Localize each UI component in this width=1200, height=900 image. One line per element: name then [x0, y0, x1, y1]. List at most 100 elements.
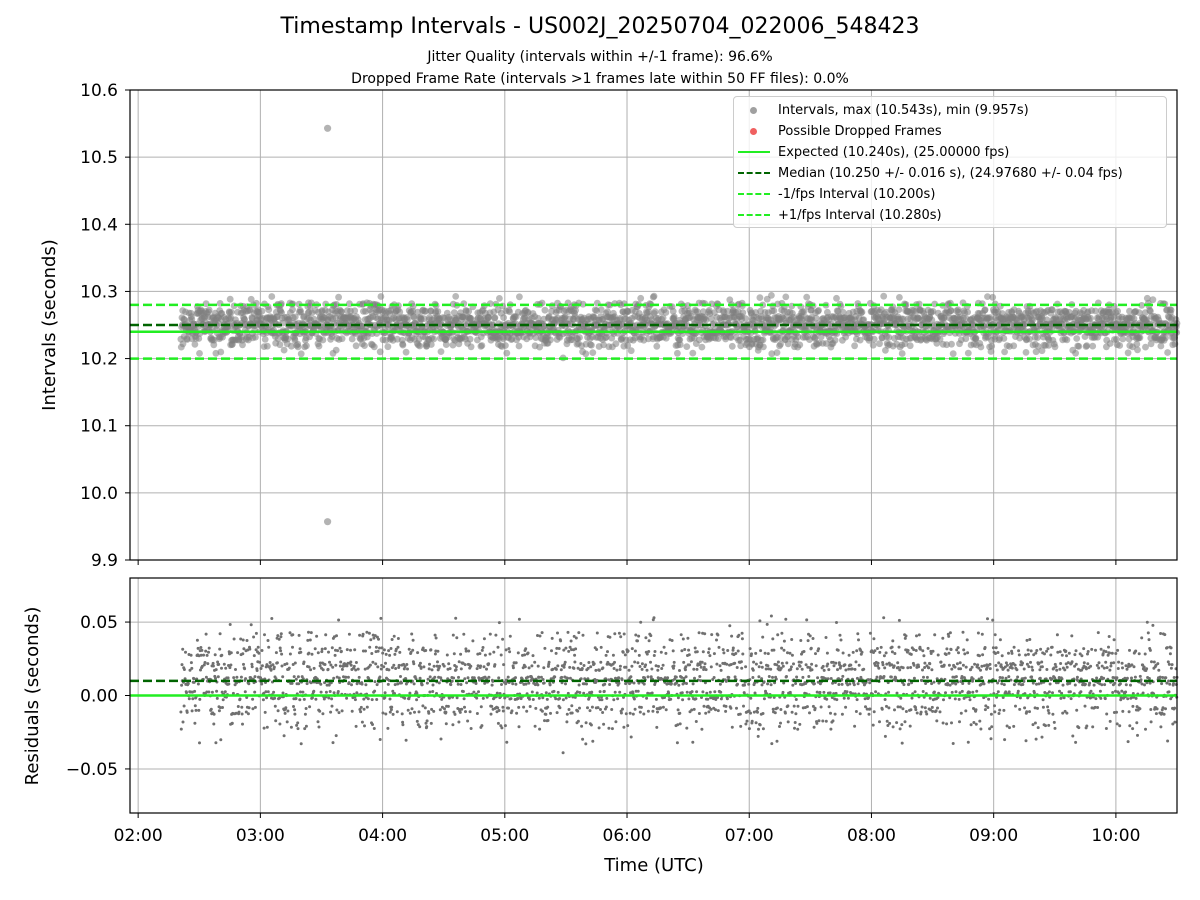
residual-point [835, 621, 838, 624]
residual-point [817, 719, 821, 723]
interval-point [338, 308, 345, 315]
residual-point [576, 719, 580, 723]
residual-point [308, 638, 312, 642]
residual-point [269, 668, 273, 672]
residual-point [556, 631, 559, 635]
residual-point [599, 660, 603, 664]
residual-point [792, 662, 795, 666]
residual-point [909, 666, 913, 669]
residual-point [685, 690, 689, 694]
residual-point [267, 645, 271, 649]
residual-point [479, 705, 483, 709]
residual-point [878, 650, 882, 654]
residual-point [770, 742, 774, 746]
residual-point [762, 680, 766, 684]
residual-point [829, 677, 833, 680]
residual-point [656, 710, 659, 714]
residual-point [540, 709, 544, 713]
residual-point [652, 654, 656, 657]
residual-point [304, 724, 308, 728]
interval-point [589, 349, 597, 356]
residual-point [821, 719, 825, 723]
residual-point [907, 678, 911, 682]
residual-point [360, 682, 364, 686]
residual-point [296, 727, 300, 731]
interval-point [1029, 316, 1036, 324]
residual-point [507, 647, 511, 651]
interval-point [402, 348, 410, 356]
residual-point [199, 646, 203, 649]
interval-point [438, 321, 445, 328]
interval-point [297, 350, 305, 358]
interval-point [202, 300, 210, 308]
residual-point [699, 679, 703, 683]
residual-point [710, 633, 714, 637]
residual-point [833, 712, 837, 716]
residual-point [826, 662, 830, 666]
residual-point [812, 682, 816, 686]
residual-point [614, 720, 618, 724]
residual-point [794, 712, 798, 716]
residual-point [476, 664, 480, 668]
residual-point [321, 668, 325, 672]
residual-point [638, 710, 642, 714]
interval-point [274, 335, 282, 343]
residual-point [309, 668, 313, 672]
residual-point [762, 697, 766, 701]
interval-point [532, 334, 540, 341]
residual-point [522, 705, 526, 709]
residual-point [590, 690, 594, 694]
residual-point [535, 691, 539, 695]
residual-point [694, 697, 698, 701]
residual-point [515, 711, 519, 715]
residual-point [780, 646, 784, 650]
residual-point [649, 634, 653, 638]
residual-point [412, 682, 416, 686]
residual-point [898, 668, 902, 672]
residual-point [719, 668, 723, 672]
residual-point [386, 726, 390, 730]
jitter-quality-subtitle: Jitter Quality (intervals within +/-1 fr… [427, 49, 773, 65]
residual-point [846, 696, 850, 700]
residual-point [615, 668, 619, 672]
residual-point [589, 665, 593, 669]
residual-point [644, 636, 648, 640]
interval-point [442, 341, 450, 348]
residual-point [389, 647, 393, 650]
residual-point [463, 705, 466, 709]
residual-point [429, 721, 433, 725]
interval-point [1034, 334, 1041, 341]
residual-point [244, 710, 248, 714]
interval-point [860, 316, 868, 324]
residual-point [601, 711, 605, 714]
residual-point [459, 683, 463, 686]
residual-point [756, 710, 759, 714]
residual-point [286, 709, 290, 713]
residual-point [479, 664, 483, 668]
residual-point [730, 725, 734, 729]
interval-point [1001, 348, 1008, 356]
residual-point [396, 637, 400, 640]
residual-point [790, 653, 794, 657]
residual-point [729, 706, 733, 710]
residual-point [452, 710, 456, 714]
residual-point [623, 653, 627, 657]
residual-point [400, 681, 403, 685]
residual-point [334, 663, 338, 667]
residual-point [523, 665, 527, 669]
residual-point [736, 649, 740, 653]
residual-point [788, 651, 792, 655]
residual-point [757, 727, 760, 731]
interval-point [1022, 349, 1030, 356]
residual-point [344, 675, 348, 679]
residual-point [519, 697, 523, 701]
interval-point [811, 334, 819, 341]
interval-point [898, 350, 906, 357]
residual-point [478, 678, 481, 682]
residual-point [288, 631, 292, 635]
interval-point [885, 334, 893, 341]
interval-point [768, 292, 775, 299]
interval-point [964, 308, 971, 316]
interval-point [1026, 335, 1033, 343]
residual-point [676, 708, 680, 712]
